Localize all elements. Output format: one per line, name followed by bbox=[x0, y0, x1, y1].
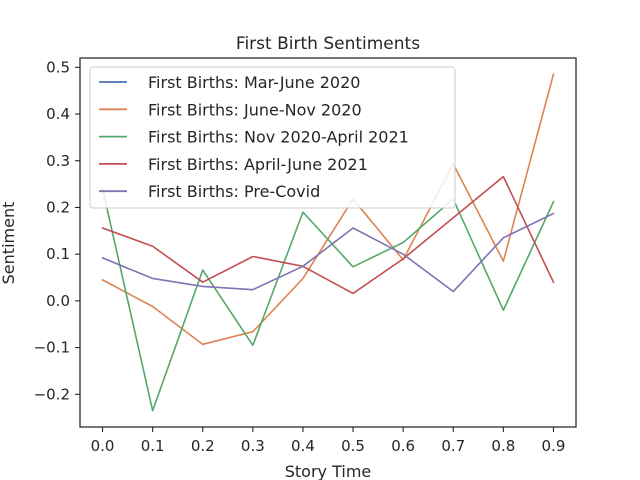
series-line-3 bbox=[101, 187, 555, 412]
y-tick-label: −0.2 bbox=[34, 385, 70, 403]
legend-entry: First Births: Nov 2020-April 2021 bbox=[148, 128, 409, 147]
x-tick-label: 0.6 bbox=[391, 437, 415, 455]
x-tick-label: 0.3 bbox=[241, 437, 265, 455]
y-tick-label: 0.4 bbox=[46, 105, 70, 123]
y-tick-label: 0.0 bbox=[46, 292, 70, 310]
y-tick-label: 0.3 bbox=[46, 152, 70, 170]
x-tick-label: 0.4 bbox=[291, 437, 315, 455]
x-tick-label: 0.9 bbox=[542, 437, 566, 455]
series-line-5 bbox=[101, 212, 555, 293]
x-tick-label: 0.5 bbox=[341, 437, 365, 455]
y-tick-label: 0.2 bbox=[46, 198, 70, 216]
x-tick-label: 0.1 bbox=[141, 437, 165, 455]
x-tick-label: 0.0 bbox=[91, 437, 115, 455]
y-axis: −0.2 −0.1 0.0 0.1 0.2 0.3 0.4 0.5 bbox=[34, 58, 80, 403]
series-layer bbox=[101, 73, 555, 412]
series-line-4 bbox=[101, 175, 555, 295]
x-tick-label: 0.2 bbox=[191, 437, 215, 455]
plot-frame bbox=[79, 57, 577, 428]
legend-entry: First Births: April-June 2021 bbox=[148, 155, 368, 174]
y-tick-label: 0.5 bbox=[46, 58, 70, 76]
y-tick-label: −0.1 bbox=[34, 339, 70, 357]
legend: First Births: Mar-June 2020 First Births:… bbox=[89, 66, 456, 209]
x-axis: 0.0 0.1 0.2 0.3 0.4 0.5 0.6 0.7 0.8 0.9 bbox=[91, 427, 566, 455]
chart-title: First Birth Sentiments bbox=[236, 34, 420, 54]
y-axis-label: Sentiment bbox=[0, 202, 18, 285]
legend-entry: First Births: June-Nov 2020 bbox=[148, 100, 362, 119]
legend-entry: First Births: Mar-June 2020 bbox=[148, 73, 360, 92]
x-axis-label: Story Time bbox=[285, 462, 372, 480]
legend-entry: First Births: Pre-Covid bbox=[148, 182, 320, 201]
x-tick-label: 0.7 bbox=[441, 437, 465, 455]
legend-box bbox=[89, 66, 456, 209]
x-tick-label: 0.8 bbox=[491, 437, 515, 455]
y-tick-label: 0.1 bbox=[46, 245, 70, 263]
